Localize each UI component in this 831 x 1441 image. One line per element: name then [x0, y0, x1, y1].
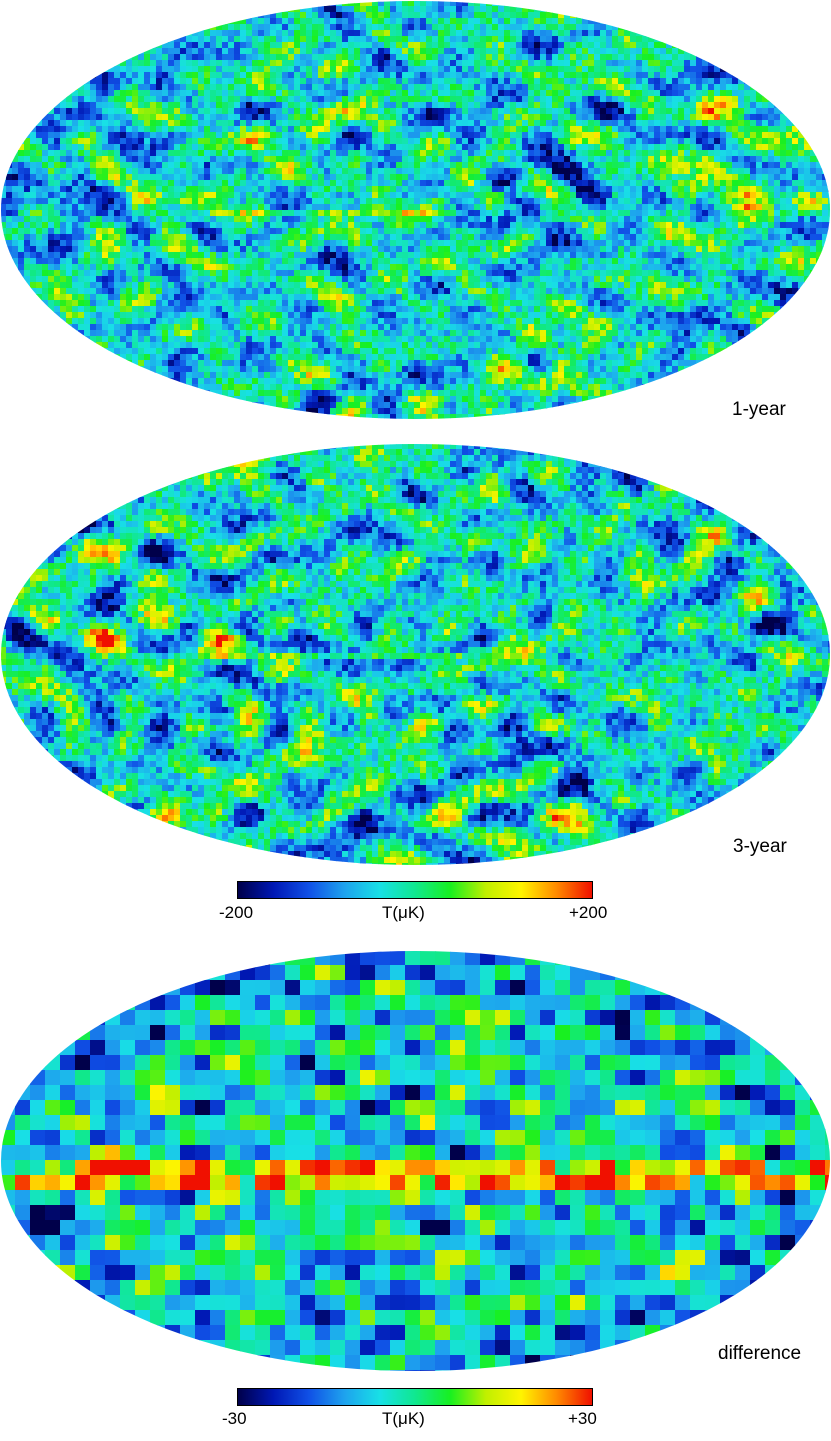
colorbar-unit-label: T(μK)	[382, 1409, 425, 1428]
colorbar-unit-label: T(μK)	[382, 903, 425, 922]
colorbar-max-label: +200	[569, 903, 608, 922]
colorbar-temperature-200	[237, 881, 593, 899]
colorbar-temperature-30	[237, 1388, 593, 1406]
sky-map-difference	[1, 951, 830, 1371]
colorbar-max-label: +30	[568, 1409, 597, 1428]
sky-map-1-year	[1, 1, 830, 419]
colorbar-min-label: -30	[222, 1409, 247, 1428]
panel-label-difference: difference	[718, 1343, 802, 1364]
panel-label-1-year: 1-year	[732, 399, 786, 420]
sky-map-3-year	[1, 444, 830, 865]
colorbar-min-label: -200	[219, 903, 254, 922]
panel-label-3-year: 3-year	[733, 836, 787, 857]
